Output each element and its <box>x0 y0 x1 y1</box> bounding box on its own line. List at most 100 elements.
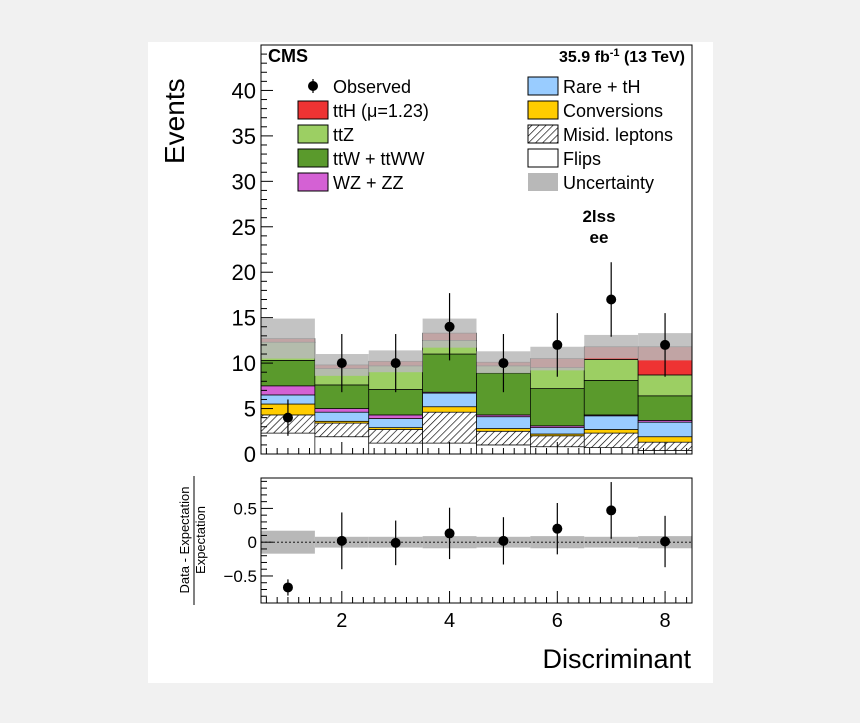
uncertainty-band-bin-1 <box>261 318 315 359</box>
x-tick-label: 8 <box>660 610 671 632</box>
bar-conv-bin-4 <box>422 406 477 413</box>
ratio-point <box>606 505 617 516</box>
bar-ttW-bin-1 <box>260 360 316 387</box>
legend-label-wz: WZ + ZZ <box>333 173 404 193</box>
bar-ttW-bin-3 <box>368 389 423 416</box>
legend-swatch-ttW <box>297 148 329 168</box>
figure-canvas: 0 5 10 15 20 25 30 35 40 −0.5 0 0.5 2 4 6 8 Observed Ra… <box>148 42 713 683</box>
bar-conv-bin-7 <box>583 429 639 434</box>
bar-ttZ-bin-7 <box>583 359 639 381</box>
legend-swatch-ttZ <box>297 124 329 144</box>
ratio-point <box>552 523 563 534</box>
observed-point <box>336 358 347 369</box>
legend-swatch-unc <box>528 173 558 191</box>
y-tick-label: 5 <box>244 397 256 422</box>
main-axes-layer: 0 5 10 15 20 25 30 35 40 <box>232 44 688 467</box>
bar-ttZ-bin-8 <box>637 374 693 397</box>
legend-label-flips: Flips <box>563 149 601 169</box>
ratio-band-bin-7 <box>584 536 639 548</box>
ratio-label-numerator: Data - Expectation <box>177 487 192 594</box>
bar-rare-bin-2 <box>314 411 370 422</box>
ratio-band-bin-1 <box>261 530 315 554</box>
experiment-label: CMS <box>268 46 308 66</box>
ratio-point <box>390 537 401 548</box>
bar-misid-bin-4 <box>422 411 477 444</box>
legend-label-conv: Conversions <box>563 101 663 121</box>
bar-ttW-bin-7 <box>583 380 639 416</box>
legend-label-misid: Misid. leptons <box>563 125 673 145</box>
ratio-point <box>498 535 509 546</box>
observed-point <box>660 339 671 350</box>
x-tick-label: 4 <box>444 610 455 632</box>
legend-observed-marker <box>308 81 318 91</box>
observed-point <box>444 321 455 332</box>
bar-rare-bin-3 <box>368 418 423 428</box>
ratio-point <box>444 528 455 539</box>
category-label: 2lss <box>582 207 615 226</box>
bar-rare-bin-8 <box>637 421 693 438</box>
bar-misid-bin-3 <box>368 429 423 444</box>
legend-swatch-flips <box>527 148 559 168</box>
observed-point <box>498 358 509 369</box>
y-tick-label: 35 <box>232 124 256 149</box>
legend-swatch-misid <box>527 124 559 144</box>
legend-swatch-wz <box>297 172 329 192</box>
x-tick-label: 2 <box>336 610 347 632</box>
bar-rare-bin-6 <box>530 427 585 435</box>
chart-svg: 0 5 10 15 20 25 30 35 40 −0.5 0 0.5 2 4 6 8 Observed Ra… <box>159 44 693 674</box>
ratio-points-layer <box>282 482 671 596</box>
ratio-y-tick-label: −0.5 <box>223 567 257 586</box>
y-tick-label: 15 <box>232 306 256 331</box>
y-tick-label: 40 <box>232 78 256 103</box>
legend-swatch-ttH <box>297 100 329 120</box>
y-axis-label: Events <box>159 78 190 164</box>
legend-label-ttH: ttH (μ=1.23) <box>333 101 429 121</box>
x-axis-label: Discriminant <box>542 644 691 674</box>
bar-ttW-bin-6 <box>530 388 585 427</box>
ratio-point <box>660 536 671 547</box>
bar-rare-bin-5 <box>476 416 531 429</box>
y-tick-label: 25 <box>232 215 256 240</box>
ratio-frame <box>260 477 693 604</box>
y-tick-label: 20 <box>232 260 256 285</box>
observed-point <box>390 358 401 369</box>
lumi-label: 35.9 fb-1 (13 TeV) <box>559 47 685 66</box>
ratio-y-tick-label: 0.5 <box>233 499 257 518</box>
observed-points-layer <box>282 262 671 436</box>
bar-conv-bin-5 <box>476 428 531 432</box>
bar-ttW-bin-8 <box>637 395 693 421</box>
channel-label: ee <box>590 228 609 247</box>
y-tick-label: 0 <box>244 442 256 467</box>
x-tick-label: 6 <box>552 610 563 632</box>
bar-rare-bin-7 <box>583 415 639 430</box>
bar-misid-bin-7 <box>583 432 639 448</box>
ratio-point <box>282 582 293 593</box>
bar-misid-bin-2 <box>314 422 370 438</box>
bar-wz-bin-3 <box>368 414 423 419</box>
legend-swatch-conv <box>527 100 559 120</box>
legend-label-ttW: ttW + ttWW <box>333 149 425 169</box>
bar-misid-bin-5 <box>476 430 531 446</box>
observed-point <box>606 294 617 305</box>
main-frame <box>260 44 693 455</box>
observed-point <box>282 412 293 423</box>
ratio-point <box>336 535 347 546</box>
legend-label-unc: Uncertainty <box>563 173 654 193</box>
legend-label-obs: Observed <box>333 77 411 97</box>
bar-wz-bin-1 <box>260 385 316 396</box>
ratio-y-tick-label: 0 <box>248 533 257 552</box>
legend-swatch-rare <box>527 76 559 96</box>
bar-conv-bin-8 <box>637 436 693 443</box>
legend-label-ttZ: ttZ <box>333 125 354 145</box>
observed-point <box>552 339 563 350</box>
ratio-axes-layer: −0.5 0 0.5 2 4 6 8 <box>223 480 688 632</box>
bar-rare-bin-4 <box>422 392 477 408</box>
ratio-band-layer <box>261 530 692 554</box>
y-tick-label: 10 <box>232 351 256 376</box>
bar-wz-bin-2 <box>314 408 370 413</box>
y-tick-label: 30 <box>232 169 256 194</box>
ratio-label-denominator: Expectation <box>193 506 208 574</box>
legend-label-rare: Rare + tH <box>563 77 641 97</box>
uncertainty-band-bin-7 <box>584 334 639 359</box>
legend: Observed Rare + tH ttH (μ=1.23) Conversions… <box>297 76 673 193</box>
